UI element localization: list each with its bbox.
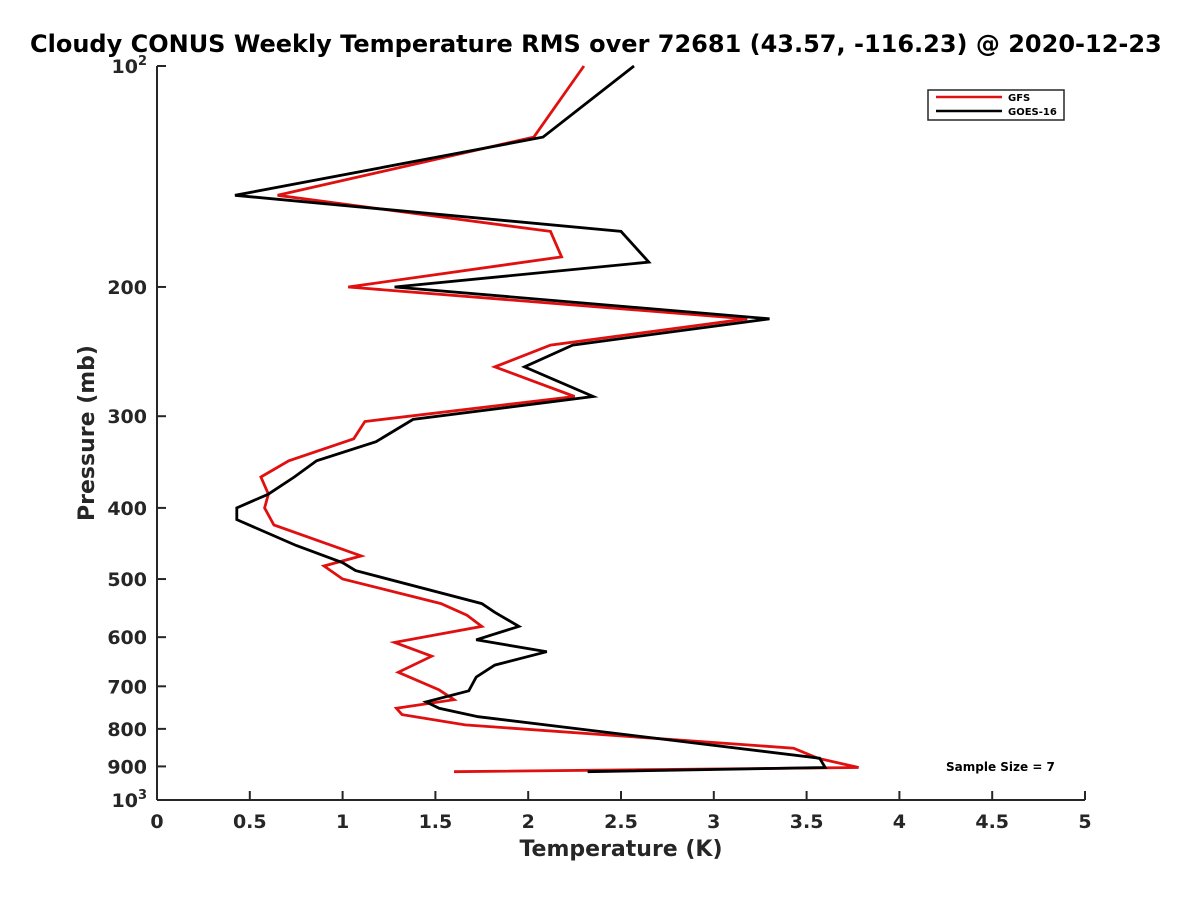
x-tick-label: 0 [150,811,163,833]
legend-label-goes16: GOES-16 [1008,107,1057,118]
x-tick-label: 0.5 [233,811,267,833]
x-tick-label: 5 [1078,811,1091,833]
sample-size-annotation: Sample Size = 7 [946,760,1055,774]
y-tick-label: 200 [107,277,147,299]
y-tick-label: 700 [107,676,147,698]
x-tick-label: 3 [707,811,720,833]
y-tick-label: 600 [107,627,147,649]
y-tick-base: 10 [112,56,138,78]
x-tick-label: 1 [336,811,349,833]
x-ticks: 0 0.5 1 1.5 2 2.5 3 3.5 4 4.5 5 [150,791,1092,833]
x-tick-label: 4 [893,811,906,833]
x-tick-label: 2 [522,811,535,833]
y-tick-label: 400 [107,498,147,520]
series-line-gfs [259,65,859,774]
legend-label-gfs: GFS [1008,93,1030,104]
chart-title: Cloudy CONUS Weekly Temperature RMS over… [30,30,1162,58]
x-tick-label: 1.5 [419,811,453,833]
y-tick-exponent: 3 [138,788,147,803]
y-tick-exponent: 2 [138,54,147,69]
x-tick-label: 2.5 [604,811,638,833]
y-tick-label: 800 [107,719,147,741]
legend: GFS GOES-16 [927,89,1065,121]
y-tick-label: 300 [107,406,147,428]
y-tick-base: 10 [112,790,138,812]
y-tick-label: 900 [107,756,147,778]
series-layer [234,64,859,774]
legend-box [927,89,1065,121]
y-axis-label: Pressure (mb) [75,345,100,521]
y-tick-label: 500 [107,569,147,591]
y-tick-label-power: 102 [112,54,148,78]
y-tick-label-power: 103 [112,788,148,812]
x-axis-label: Temperature (K) [519,837,722,862]
series-line-goes-16 [234,64,828,774]
x-tick-label: 4.5 [975,811,1009,833]
x-tick-label: 3.5 [790,811,824,833]
plot-frame [157,66,1085,800]
